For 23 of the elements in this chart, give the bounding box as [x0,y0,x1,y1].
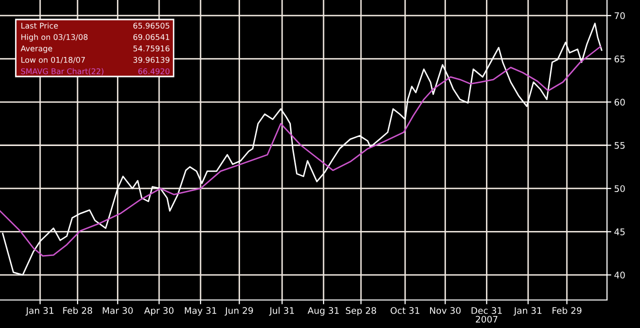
y-tick-label: 50 [614,185,625,192]
x-tick-label: Aug 31 [308,307,339,316]
x-tick-label: Nov 30 [430,307,461,314]
x-tick-label: Apr 30 [144,307,174,316]
x-tick-label: Jun 29 [224,307,253,316]
y-tick-label: 45 [614,228,625,236]
y-tick-label: 60 [614,98,625,106]
x-tick-label: Jan 31 [26,307,54,316]
x-tick-label: Jul 31 [269,306,294,316]
x-tick-label: Jan 31 [514,307,542,316]
x-tick-label: Oct 31 [390,307,420,314]
y-tick-label: 40 [614,272,625,278]
line-series [0,46,602,257]
x-tick-label: Feb 28 [63,306,92,314]
y-tick-label: 65 [614,56,625,62]
x-tick-label: Feb 29 [552,306,582,314]
y-tick-label: 55 [614,142,625,149]
x-tick-label: May 31 [184,307,216,316]
x-tick-label: Mar 30 [102,307,133,314]
line-series [2,22,602,276]
x-tick-label: Sep 28 [346,307,376,316]
y-tick-label: 70 [614,12,625,20]
x-tick-label: Dec 31 2007 [472,307,502,323]
